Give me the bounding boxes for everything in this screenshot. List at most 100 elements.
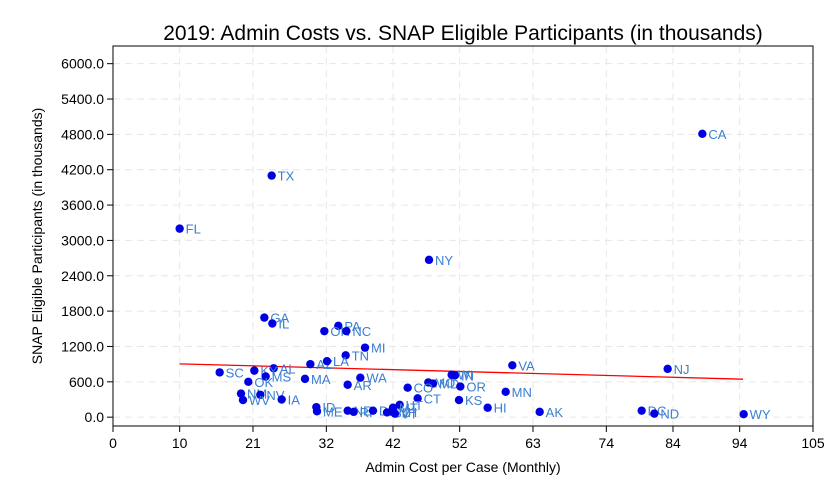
x-tick-label: 32 (319, 435, 335, 451)
data-point (320, 326, 329, 336)
data-point (236, 389, 246, 398)
point-label: CO (414, 381, 434, 396)
point-label: KS (465, 393, 483, 408)
point-label: IA (288, 392, 301, 407)
data-point (356, 373, 365, 382)
y-tick-label: 2400.0 (61, 268, 104, 284)
point-label: WV (249, 393, 270, 408)
data-point (535, 407, 544, 417)
point-label: AR (354, 378, 372, 393)
y-tick-label: 3600.0 (61, 197, 104, 213)
point-label: WI (458, 368, 474, 383)
y-axis-label: SNAP Eligible Participants (in thousands… (29, 108, 45, 365)
data-point (424, 255, 434, 265)
grid-lines (112, 46, 814, 426)
x-tick-label: 42 (385, 435, 401, 451)
x-axis-label: Admin Cost per Case (Monthly) (365, 459, 560, 475)
y-tick-label: 1200.0 (61, 338, 104, 354)
point-label: IN (461, 368, 474, 383)
point-label: NE (354, 404, 372, 419)
point-label: WA (366, 371, 387, 386)
x-tick-label: 63 (525, 435, 541, 451)
data-point (260, 313, 269, 322)
data-point (269, 364, 278, 373)
data-point (456, 382, 465, 391)
point-label: AK (546, 405, 564, 420)
point-label: LA (333, 354, 349, 369)
data-point (341, 351, 350, 360)
data-point (663, 364, 672, 374)
x-tick-label: 74 (599, 435, 615, 451)
data-point (261, 372, 270, 381)
x-tick-label: 94 (732, 435, 748, 451)
data-point (349, 407, 358, 417)
data-point (650, 409, 659, 418)
data-point (334, 321, 343, 331)
data-point (698, 129, 707, 138)
y-tick-label: 3000.0 (61, 232, 104, 248)
y-tick-label: 6000.0 (61, 56, 104, 72)
data-point (256, 390, 265, 399)
data-point (250, 366, 259, 375)
data-point (322, 356, 332, 366)
point-label: NH (398, 405, 417, 420)
data-point (312, 407, 322, 416)
data-point (277, 395, 286, 404)
data-point (306, 359, 315, 369)
x-tick-label: 105 (801, 435, 825, 451)
point-label: ID (322, 400, 335, 415)
point-label: ME (323, 404, 343, 419)
x-tick-label: 10 (172, 435, 188, 451)
point-label: NY (435, 253, 453, 268)
data-point (395, 400, 404, 409)
y-tick-label: 4800.0 (61, 126, 104, 142)
data-point (501, 387, 510, 397)
data-point (483, 403, 492, 412)
point-label: MI (371, 341, 385, 356)
y-tick-label: 0.0 (85, 409, 105, 425)
data-point (447, 370, 456, 379)
data-point (268, 319, 277, 328)
point-label: OK (254, 375, 273, 390)
data-point (637, 406, 646, 415)
data-point (342, 326, 351, 336)
y-tick-label: 4200.0 (61, 162, 104, 178)
point-label: VT (401, 407, 418, 422)
data-point (390, 409, 400, 418)
point-label: WY (750, 407, 771, 422)
point-label: UT (406, 398, 423, 413)
x-tick-label: 52 (452, 435, 468, 451)
data-point (413, 394, 422, 403)
point-label: MD (439, 377, 459, 392)
point-label: MT (399, 401, 418, 416)
x-tick-label: 0 (109, 435, 117, 451)
data-points: CATXFLNYGAILPAOHNCMITNAZLAVANJSCALKYMSMA… (175, 127, 771, 422)
point-label: OR (466, 380, 486, 395)
point-label: NC (352, 324, 371, 339)
data-point (368, 406, 378, 415)
x-tick-label: 84 (665, 435, 681, 451)
y-tick-label: 5400.0 (61, 91, 104, 107)
data-point (267, 171, 276, 180)
data-point (739, 410, 748, 419)
point-label: CA (708, 127, 726, 142)
point-label: MA (311, 372, 331, 387)
point-label: FL (186, 222, 201, 237)
data-point (238, 395, 248, 405)
point-label: IL (278, 316, 289, 331)
point-label: NJ (674, 362, 690, 377)
data-point (215, 368, 224, 377)
chart-title: 2019: Admin Costs vs. SNAP Eligible Part… (163, 22, 763, 45)
data-point (300, 374, 310, 384)
point-label: SC (226, 365, 244, 380)
point-label: CT (424, 391, 441, 406)
point-label: AL (280, 361, 296, 376)
y-tick-label: 1800.0 (61, 303, 104, 319)
data-point (428, 379, 438, 388)
data-point (360, 343, 370, 352)
point-label: TX (278, 169, 295, 184)
data-point (175, 224, 184, 233)
data-point (454, 395, 464, 405)
